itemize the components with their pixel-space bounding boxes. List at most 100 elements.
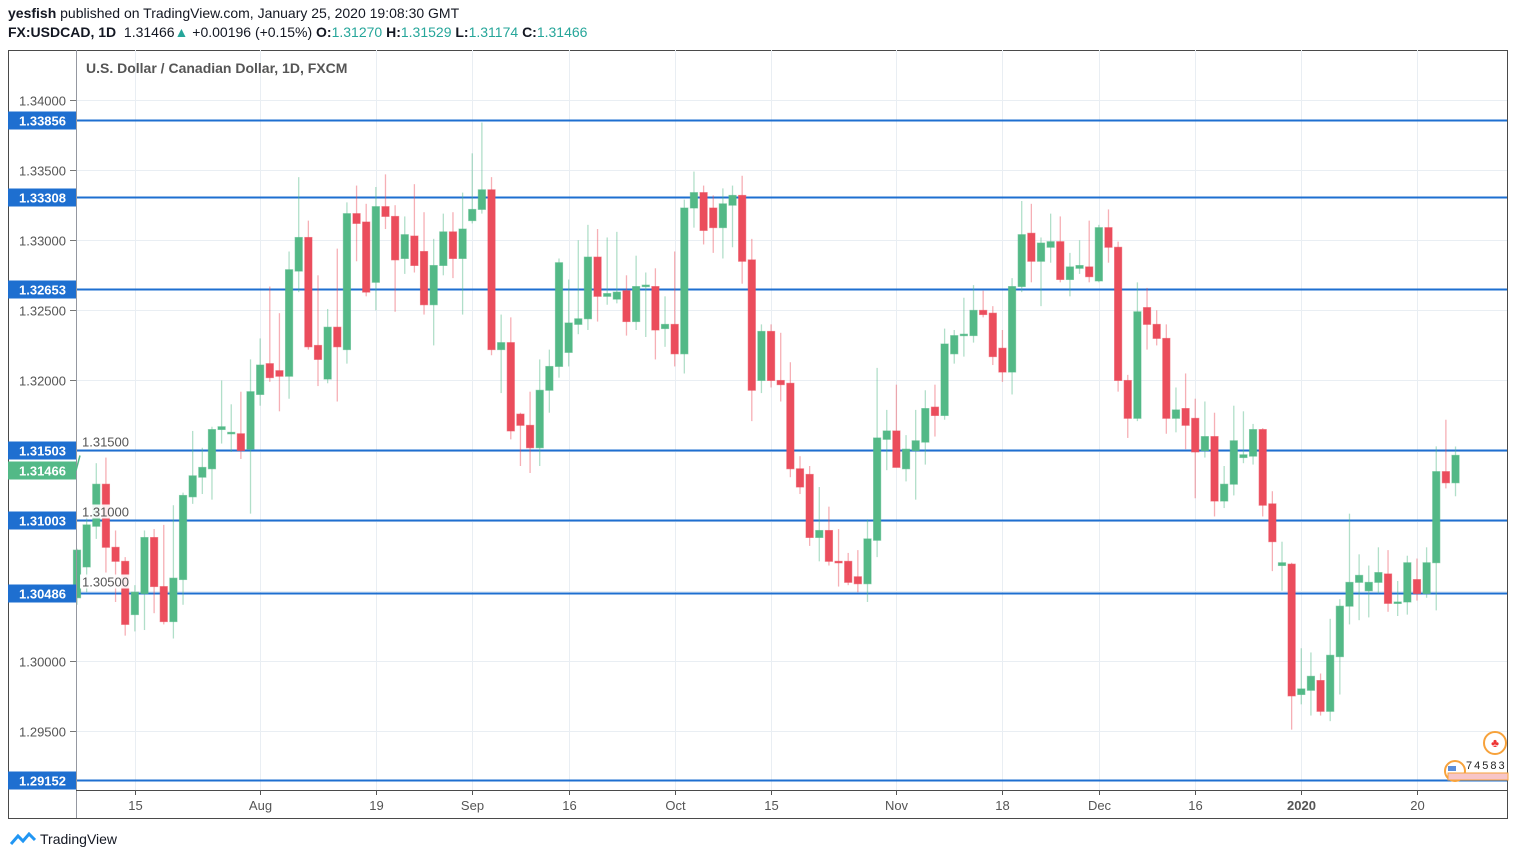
candle[interactable] — [747, 238, 756, 422]
candle[interactable] — [1412, 558, 1422, 601]
candle[interactable] — [988, 306, 997, 366]
candle[interactable] — [757, 324, 766, 394]
candle[interactable] — [834, 529, 843, 587]
candle[interactable] — [612, 231, 621, 304]
candle[interactable] — [1094, 224, 1103, 283]
candle[interactable] — [1191, 398, 1200, 499]
candle[interactable] — [998, 329, 1007, 382]
candle[interactable] — [477, 122, 486, 214]
candle[interactable] — [111, 530, 120, 602]
candle[interactable] — [391, 205, 400, 312]
author-name[interactable]: yesfish — [8, 5, 57, 21]
time-axis[interactable]: 15 Aug 19 Sep 16 Oct 15 Nov 18 Dec 16 2020 20 — [128, 790, 1425, 813]
candle[interactable] — [959, 297, 968, 357]
candle[interactable] — [1181, 373, 1190, 450]
candle[interactable] — [699, 185, 708, 245]
candle[interactable] — [256, 338, 265, 406]
candle[interactable] — [419, 212, 429, 315]
candle[interactable] — [1200, 401, 1209, 458]
candle[interactable] — [188, 430, 197, 504]
candle[interactable] — [564, 279, 573, 367]
candle[interactable] — [487, 177, 496, 356]
candle[interactable] — [1432, 446, 1441, 611]
candle[interactable] — [448, 212, 458, 279]
candle[interactable] — [795, 456, 805, 495]
candle[interactable] — [1355, 554, 1364, 621]
candle[interactable] — [429, 238, 438, 346]
candle[interactable] — [159, 524, 168, 625]
candle[interactable] — [1123, 374, 1132, 438]
candle[interactable] — [410, 184, 419, 273]
candle[interactable] — [207, 426, 217, 500]
candle[interactable] — [786, 362, 795, 478]
candle[interactable] — [121, 557, 130, 636]
candle[interactable] — [940, 328, 949, 420]
candle[interactable] — [1056, 216, 1065, 283]
candle[interactable] — [284, 251, 294, 399]
candle[interactable] — [853, 550, 862, 593]
canada-flag-icon[interactable] — [1483, 731, 1507, 755]
candle[interactable] — [342, 202, 352, 364]
candle[interactable] — [651, 268, 660, 360]
candle[interactable] — [169, 505, 178, 639]
candle[interactable] — [381, 174, 390, 230]
candle[interactable] — [805, 465, 814, 546]
candle[interactable] — [545, 349, 554, 413]
candle[interactable] — [265, 286, 274, 382]
candle[interactable] — [1451, 446, 1460, 497]
candle[interactable] — [1248, 423, 1258, 465]
candle[interactable] — [950, 329, 959, 364]
candle[interactable] — [1383, 550, 1393, 612]
candle[interactable] — [1017, 201, 1026, 293]
candle[interactable] — [1316, 673, 1325, 716]
candle[interactable] — [603, 237, 612, 305]
candle[interactable] — [689, 171, 699, 228]
candle[interactable] — [1277, 541, 1287, 591]
candle[interactable] — [227, 404, 236, 452]
candle[interactable] — [1046, 213, 1055, 263]
candle[interactable] — [921, 390, 930, 465]
candle[interactable] — [660, 296, 670, 347]
candle[interactable] — [362, 203, 371, 297]
candle[interactable] — [1374, 547, 1383, 594]
candle[interactable] — [1104, 209, 1113, 263]
candle[interactable] — [313, 275, 323, 387]
candle[interactable] — [371, 186, 380, 311]
candle[interactable] — [1133, 282, 1142, 422]
price-axis[interactable]: 1.34000 1.33500 1.33000 1.32500 1.32000 1.300… — [8, 94, 81, 790]
candle[interactable] — [1326, 618, 1335, 722]
candle[interactable] — [1268, 491, 1277, 572]
candle[interactable] — [680, 199, 689, 374]
candle[interactable] — [506, 317, 515, 440]
candle[interactable] — [1393, 580, 1402, 617]
candle[interactable] — [930, 384, 940, 437]
candle[interactable] — [198, 447, 207, 495]
candle[interactable] — [738, 175, 747, 284]
candle[interactable] — [979, 290, 988, 318]
candle[interactable] — [1403, 555, 1412, 615]
candle[interactable] — [1036, 237, 1046, 307]
candle[interactable] — [1220, 465, 1229, 509]
candle[interactable] — [709, 195, 718, 253]
candle[interactable] — [844, 552, 853, 586]
candle[interactable] — [776, 332, 785, 402]
candle[interactable] — [1210, 412, 1219, 517]
candle[interactable] — [670, 251, 679, 367]
candle[interactable] — [632, 255, 641, 330]
candle[interactable] — [246, 359, 255, 514]
candle[interactable] — [535, 359, 544, 466]
candle[interactable] — [1114, 241, 1123, 392]
candle[interactable] — [901, 435, 911, 482]
candle[interactable] — [525, 391, 535, 473]
candle[interactable] — [1364, 565, 1373, 618]
candle[interactable] — [1162, 324, 1171, 434]
tradingview-brand[interactable]: TradingView — [40, 831, 118, 847]
candle[interactable] — [304, 220, 313, 350]
candle[interactable] — [400, 216, 409, 274]
candle[interactable] — [718, 188, 727, 259]
candle[interactable] — [1007, 278, 1017, 395]
candle[interactable] — [1027, 203, 1036, 283]
candle[interactable] — [1065, 252, 1075, 297]
candle[interactable] — [1345, 513, 1354, 625]
